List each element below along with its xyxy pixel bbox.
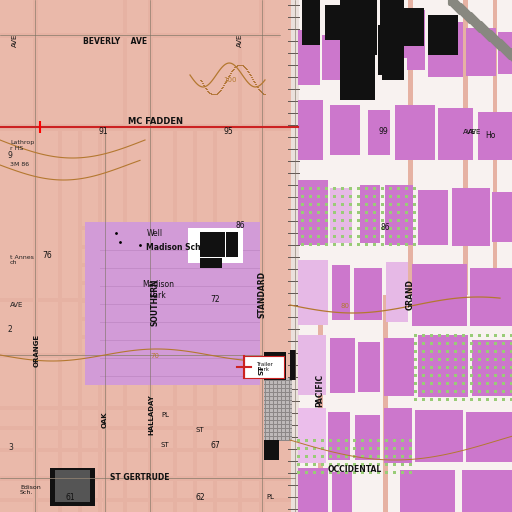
Text: GRAND: GRAND <box>406 280 415 310</box>
Text: 99: 99 <box>378 127 388 137</box>
Bar <box>428 15 458 55</box>
Text: 3: 3 <box>8 443 13 453</box>
Text: BEVERLY    AVE: BEVERLY AVE <box>83 37 147 47</box>
Text: ST: ST <box>259 365 265 375</box>
Bar <box>402 8 424 46</box>
Text: SOUTHERN: SOUTHERN <box>151 278 160 326</box>
Text: PL: PL <box>266 494 274 500</box>
Text: OAK: OAK <box>102 412 108 429</box>
Text: ST: ST <box>161 442 169 448</box>
Text: ST: ST <box>196 427 204 433</box>
Text: 9: 9 <box>8 151 13 160</box>
Text: 80: 80 <box>340 303 350 309</box>
Text: 61: 61 <box>65 493 75 501</box>
Text: HALLADAY: HALLADAY <box>148 395 154 435</box>
Text: Lathrop
r HS: Lathrop r HS <box>10 140 34 151</box>
Text: Madison
Park: Madison Park <box>142 280 174 300</box>
Text: 62: 62 <box>195 493 205 501</box>
Text: Well: Well <box>147 228 163 238</box>
Text: AVE: AVE <box>237 33 243 47</box>
Text: Ho: Ho <box>485 131 495 139</box>
Text: AVE: AVE <box>10 302 24 308</box>
Text: ST GERTRUDE: ST GERTRUDE <box>110 474 170 482</box>
Text: ORANGE: ORANGE <box>34 333 40 367</box>
Text: 95: 95 <box>223 127 233 137</box>
Text: OCCIDENTAL: OCCIDENTAL <box>328 465 382 475</box>
Text: Edison
Sch.: Edison Sch. <box>20 484 41 496</box>
Bar <box>380 0 400 45</box>
Text: t Annes
ch: t Annes ch <box>10 254 34 265</box>
Text: 67: 67 <box>210 440 220 450</box>
Bar <box>345 0 377 55</box>
Bar <box>302 0 320 45</box>
Text: 2: 2 <box>8 326 13 334</box>
Text: AVE: AVE <box>463 129 477 135</box>
Text: 86: 86 <box>235 221 245 229</box>
Text: 100: 100 <box>223 77 237 83</box>
Bar <box>244 356 284 378</box>
Text: AVE: AVE <box>12 33 18 47</box>
Text: 86: 86 <box>380 223 390 231</box>
Text: 70: 70 <box>151 353 160 359</box>
Text: 76: 76 <box>42 250 52 260</box>
Text: Trailer
Park: Trailer Park <box>255 361 272 372</box>
Text: 91: 91 <box>98 127 108 137</box>
Text: PACIFIC: PACIFIC <box>315 373 325 407</box>
Text: 3M 86: 3M 86 <box>10 162 29 167</box>
Text: Madison Sch.: Madison Sch. <box>146 244 204 252</box>
Text: 72: 72 <box>210 295 220 305</box>
Text: MC FADDEN: MC FADDEN <box>127 117 182 126</box>
Text: STANDARD: STANDARD <box>258 271 267 318</box>
Text: PL: PL <box>161 412 169 418</box>
Bar <box>325 5 340 40</box>
Text: AVE: AVE <box>468 129 482 135</box>
